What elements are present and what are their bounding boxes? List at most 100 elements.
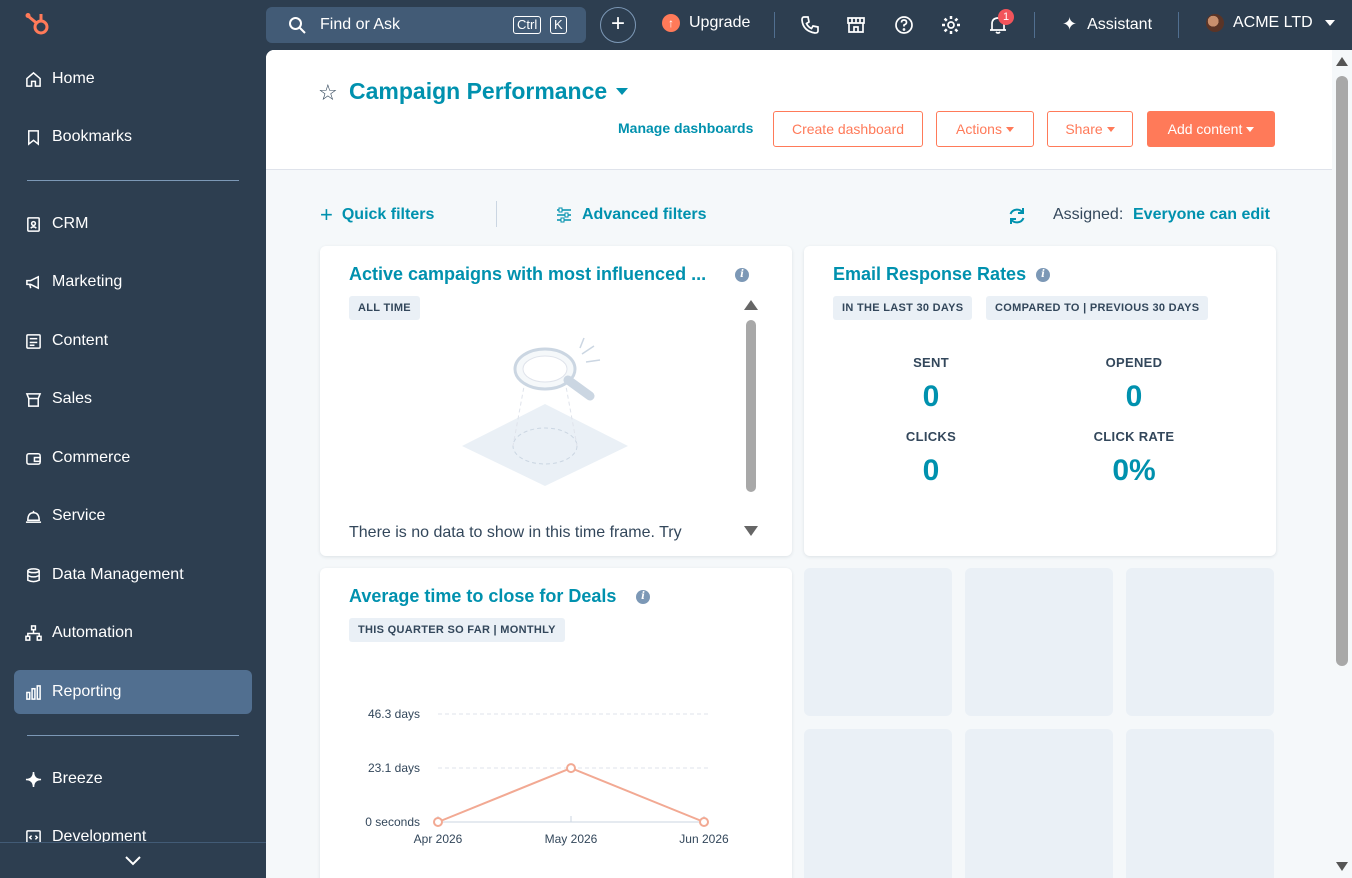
x-tick-label: Jun 2026	[679, 832, 729, 846]
sidebar-item-reporting[interactable]: Reporting	[14, 670, 252, 714]
add-content-label: Add content	[1167, 121, 1243, 137]
actions-label: Actions	[956, 121, 1002, 137]
assigned-value-link[interactable]: Everyone can edit	[1133, 206, 1270, 223]
top-navigation-bar: Find or Ask Ctrl K + ↑ Upgrade 1 ✦ Assis…	[266, 0, 1352, 50]
filter-divider	[496, 201, 497, 227]
dashboard-main: ☆ Campaign Performance Manage dashboards…	[266, 50, 1332, 878]
sidebar-item-bookmarks[interactable]: Bookmarks	[14, 115, 252, 159]
content-icon	[24, 332, 42, 350]
dashboard-header: ☆ Campaign Performance Manage dashboards…	[266, 50, 1332, 170]
page-scrollbar[interactable]	[1332, 50, 1352, 878]
sidebar-expand-button[interactable]	[0, 842, 266, 878]
home-icon	[24, 70, 42, 88]
refresh-icon[interactable]	[1007, 206, 1027, 226]
y-tick-label: 23.1 days	[368, 761, 420, 775]
dashboard-select-caret-icon[interactable]	[616, 88, 628, 95]
sent-value[interactable]: 0	[922, 380, 940, 413]
sidebar-item-data-management[interactable]: Data Management	[14, 553, 252, 597]
info-icon[interactable]: i	[1036, 268, 1050, 282]
clicks-value[interactable]: 0	[922, 454, 940, 487]
time-range-tag: IN THE LAST 30 DAYS	[833, 296, 973, 320]
phone-icon[interactable]	[800, 15, 820, 35]
avatar	[1206, 14, 1224, 32]
sidebar-item-sales[interactable]: Sales	[14, 377, 252, 421]
topbar-divider	[1178, 12, 1179, 38]
shortcut-key-ctrl: Ctrl	[513, 16, 542, 34]
sidebar-item-label: Automation	[52, 624, 133, 641]
data-point	[699, 817, 709, 827]
share-button[interactable]: Share	[1047, 111, 1133, 147]
empty-state-illustration	[462, 337, 628, 486]
topbar-divider	[774, 12, 775, 38]
click-rate-value[interactable]: 0%	[1112, 454, 1156, 487]
search-icon	[289, 17, 306, 34]
actions-button[interactable]: Actions	[936, 111, 1034, 147]
card-title[interactable]: Email Response Rates	[833, 264, 1027, 284]
sidebar-item-label: Content	[52, 332, 109, 349]
create-new-button[interactable]: +	[600, 7, 636, 43]
sliders-icon	[557, 207, 571, 223]
marketplace-icon[interactable]	[846, 15, 866, 35]
data-point	[566, 763, 576, 774]
settings-gear-icon[interactable]	[941, 15, 961, 35]
sidebar-item-crm[interactable]: CRM	[14, 202, 252, 246]
campaigns-report-card: Active campaigns with most influenced ..…	[320, 246, 792, 556]
card-scrollbar[interactable]	[744, 298, 758, 538]
deals-close-time-card: Average time to close for Deals i THIS Q…	[320, 568, 792, 878]
favorite-star-icon[interactable]: ☆	[318, 80, 338, 105]
caret-down-icon	[1246, 126, 1255, 132]
quick-filters-button[interactable]: + Quick filters	[320, 202, 435, 227]
sidebar-item-service[interactable]: Service	[14, 494, 252, 538]
sidebar-item-label: Commerce	[52, 449, 131, 466]
caret-down-icon	[1106, 126, 1115, 132]
x-tick-label: May 2026	[545, 832, 598, 846]
upgrade-button[interactable]: ↑ Upgrade	[662, 14, 750, 32]
sidebar-item-commerce[interactable]: Commerce	[14, 436, 252, 480]
help-icon[interactable]	[894, 15, 914, 35]
sales-icon	[24, 390, 42, 408]
opened-value[interactable]: 0	[1125, 380, 1143, 413]
sidebar-item-label: Data Management	[52, 566, 184, 583]
upgrade-label: Upgrade	[689, 14, 751, 31]
sidebar-item-marketing[interactable]: Marketing	[14, 260, 252, 304]
automation-icon	[24, 624, 42, 642]
y-tick-label: 46.3 days	[368, 707, 420, 721]
crm-icon	[24, 215, 42, 233]
assigned-label: Assigned:	[1053, 206, 1124, 223]
create-dashboard-button[interactable]: Create dashboard	[773, 111, 923, 147]
page-title[interactable]: Campaign Performance	[349, 78, 608, 104]
sidebar-item-automation[interactable]: Automation	[14, 611, 252, 655]
sidebar-item-home[interactable]: Home	[14, 57, 252, 101]
hubspot-logo[interactable]	[24, 10, 52, 38]
loading-placeholder	[804, 568, 952, 716]
loading-placeholder	[804, 729, 952, 878]
advanced-filters-button[interactable]: Advanced filters	[556, 206, 706, 224]
add-content-button[interactable]: Add content	[1147, 111, 1275, 147]
sidebar: Home Bookmarks CRM Marketing Content Sal…	[0, 0, 266, 878]
chevron-down-icon	[125, 855, 141, 865]
loading-placeholder	[1126, 729, 1274, 878]
bookmark-icon	[24, 128, 42, 146]
time-range-tag: THIS QUARTER SO FAR | MONTHLY	[349, 618, 565, 642]
card-title[interactable]: Active campaigns with most influenced ..…	[349, 264, 707, 284]
search-input[interactable]: Find or Ask Ctrl K	[266, 7, 586, 43]
sidebar-item-content[interactable]: Content	[14, 319, 252, 363]
info-icon[interactable]: i	[636, 590, 650, 604]
assistant-button[interactable]: ✦ Assistant	[1062, 14, 1152, 35]
account-menu[interactable]: ACME LTD	[1206, 14, 1335, 32]
email-response-card: Email Response Rates i IN THE LAST 30 DA…	[804, 246, 1276, 556]
sidebar-item-development[interactable]: Development	[14, 815, 252, 859]
info-icon[interactable]: i	[735, 268, 749, 282]
sidebar-divider	[27, 735, 239, 736]
manage-dashboards-link[interactable]: Manage dashboards	[618, 120, 754, 136]
notification-count-badge: 1	[998, 9, 1014, 25]
plus-icon: +	[320, 202, 333, 227]
share-label: Share	[1065, 121, 1103, 137]
quick-filters-label: Quick filters	[341, 206, 435, 223]
sidebar-item-label: Development	[52, 828, 147, 845]
database-icon	[24, 566, 42, 584]
sidebar-item-label: Marketing	[52, 273, 123, 290]
sidebar-item-label: Sales	[52, 390, 93, 407]
sidebar-item-breeze[interactable]: Breeze	[14, 757, 252, 801]
card-title[interactable]: Average time to close for Deals	[349, 586, 617, 606]
